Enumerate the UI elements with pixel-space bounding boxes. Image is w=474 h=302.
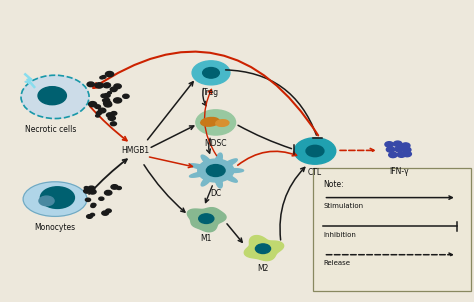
- Circle shape: [123, 94, 129, 98]
- Text: Necrotic cells: Necrotic cells: [25, 125, 76, 134]
- Text: Monocytes: Monocytes: [35, 223, 76, 232]
- Ellipse shape: [216, 120, 229, 126]
- Circle shape: [85, 198, 91, 201]
- Circle shape: [102, 99, 107, 101]
- Text: M1: M1: [201, 234, 212, 243]
- Text: CTL: CTL: [308, 168, 322, 177]
- Circle shape: [104, 93, 110, 97]
- Circle shape: [100, 76, 104, 79]
- Circle shape: [105, 72, 114, 77]
- Circle shape: [111, 185, 118, 189]
- Circle shape: [106, 209, 111, 213]
- Text: MDSC: MDSC: [204, 139, 227, 148]
- Circle shape: [108, 116, 115, 120]
- Circle shape: [39, 196, 54, 206]
- Circle shape: [91, 205, 95, 207]
- Circle shape: [40, 187, 74, 208]
- Text: Stimulation: Stimulation: [323, 203, 364, 209]
- Circle shape: [99, 108, 106, 113]
- Circle shape: [104, 102, 112, 107]
- Ellipse shape: [201, 117, 219, 126]
- Text: DC: DC: [210, 189, 221, 198]
- Circle shape: [95, 83, 103, 88]
- Circle shape: [102, 211, 109, 215]
- Circle shape: [97, 85, 102, 88]
- Circle shape: [114, 98, 122, 103]
- Circle shape: [294, 138, 336, 164]
- Circle shape: [393, 141, 402, 146]
- Circle shape: [101, 76, 106, 78]
- Circle shape: [91, 203, 96, 206]
- Circle shape: [103, 83, 110, 88]
- Circle shape: [96, 114, 100, 117]
- Text: Note:: Note:: [323, 181, 344, 189]
- Text: Inhibition: Inhibition: [323, 232, 356, 238]
- Circle shape: [389, 152, 397, 158]
- Circle shape: [21, 75, 89, 118]
- Circle shape: [395, 146, 403, 152]
- Text: IFN-γ: IFN-γ: [389, 167, 409, 176]
- Text: HMGB1: HMGB1: [121, 146, 149, 156]
- Circle shape: [105, 83, 110, 86]
- Circle shape: [88, 188, 95, 192]
- Circle shape: [38, 87, 66, 105]
- Circle shape: [87, 215, 92, 218]
- Polygon shape: [244, 236, 283, 261]
- Circle shape: [88, 186, 95, 191]
- Polygon shape: [190, 153, 244, 188]
- FancyBboxPatch shape: [313, 168, 471, 291]
- Circle shape: [206, 165, 225, 176]
- Circle shape: [91, 213, 94, 216]
- Circle shape: [385, 142, 393, 147]
- Circle shape: [108, 92, 111, 94]
- Circle shape: [117, 187, 121, 189]
- Circle shape: [107, 113, 114, 117]
- Circle shape: [199, 214, 214, 223]
- Ellipse shape: [23, 182, 87, 216]
- Circle shape: [105, 191, 112, 195]
- Circle shape: [386, 147, 395, 152]
- Circle shape: [402, 147, 411, 153]
- Circle shape: [114, 84, 121, 89]
- Circle shape: [203, 68, 219, 78]
- Circle shape: [110, 87, 117, 92]
- Circle shape: [87, 82, 94, 87]
- Circle shape: [110, 122, 117, 126]
- Circle shape: [89, 190, 96, 194]
- Circle shape: [103, 101, 111, 106]
- Circle shape: [196, 110, 236, 135]
- Circle shape: [101, 94, 107, 98]
- Text: Treg: Treg: [203, 88, 219, 98]
- Text: M2: M2: [257, 264, 269, 273]
- Circle shape: [89, 101, 97, 107]
- Circle shape: [255, 244, 271, 253]
- Circle shape: [306, 145, 324, 157]
- Circle shape: [192, 61, 230, 85]
- Circle shape: [397, 152, 406, 157]
- Circle shape: [84, 189, 91, 193]
- Text: Release: Release: [323, 260, 350, 266]
- Circle shape: [95, 105, 100, 108]
- Circle shape: [403, 151, 411, 157]
- Circle shape: [111, 111, 117, 115]
- Circle shape: [84, 187, 88, 189]
- Circle shape: [401, 143, 410, 148]
- Polygon shape: [187, 208, 226, 232]
- Circle shape: [103, 98, 109, 102]
- Circle shape: [96, 111, 101, 115]
- Circle shape: [99, 197, 104, 200]
